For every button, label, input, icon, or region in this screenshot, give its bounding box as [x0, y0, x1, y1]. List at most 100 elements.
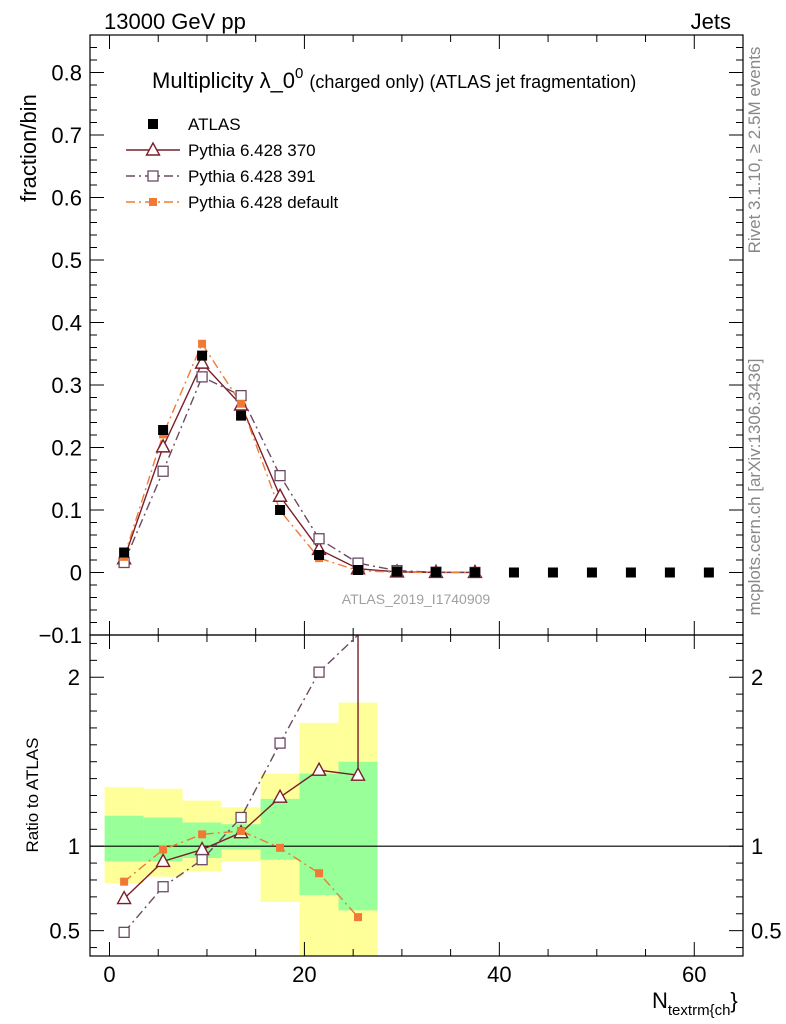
legend-marker	[147, 170, 159, 182]
main-data-point	[586, 567, 597, 578]
ratio-data-point	[198, 830, 207, 839]
ratio-data-point	[120, 877, 129, 886]
x-axis-label-subscript: textrm{ch	[668, 1002, 731, 1019]
x-tick-label: 20	[292, 962, 316, 987]
ratio-inner-band	[338, 761, 378, 911]
ratio-data-point	[235, 811, 247, 824]
ratio-data-point	[116, 890, 132, 905]
ratio-data-point	[311, 761, 327, 776]
main-data-point	[703, 567, 714, 578]
legend-entry-label: Pythia 6.428 370	[188, 141, 316, 160]
main-series-markers	[116, 339, 714, 579]
ratio-data-point	[350, 766, 366, 781]
legend-entry-label: ATLAS	[188, 115, 241, 134]
header-energy-label: 13000 GeV pp	[104, 9, 246, 34]
legend-marker	[145, 141, 161, 156]
main-title-superscript: 0	[295, 65, 303, 82]
ratio-y-tick-label: 2	[68, 665, 80, 690]
main-data-point	[508, 567, 519, 578]
ratio-data-point	[196, 854, 208, 866]
x-axis-label-main: N	[652, 988, 668, 1013]
legend-entry-label: Pythia 6.428 391	[188, 167, 316, 186]
main-y-tick-label: 0.7	[51, 123, 82, 148]
main-y-tick-label: 0.3	[51, 373, 82, 398]
main-panel-axes: −0.1 0 0.1 0.2 0.3 0.4 0.5 0.6 0.7 0.8	[39, 35, 743, 648]
ratio-panel-axes: 0.5 0.51 12 20 20 40 60	[49, 635, 782, 987]
main-data-point	[198, 339, 207, 348]
ratio-data-point	[118, 926, 130, 938]
main-data-point	[235, 389, 247, 402]
main-data-point	[469, 567, 480, 578]
main-data-point	[237, 399, 246, 408]
main-data-point	[194, 354, 210, 369]
main-y-tick-label: 0.5	[51, 248, 82, 273]
main-data-point	[430, 567, 441, 578]
main-data-point	[314, 550, 325, 560]
mcplots-reference-label: mcplots.cern.ch [arXiv:1306.3436]	[745, 358, 764, 615]
main-data-point	[272, 487, 288, 502]
main-series-line	[123, 342, 475, 574]
ratio-series-markers	[116, 666, 366, 938]
ratio-y-tick-label-right: 0.5	[751, 919, 782, 944]
main-y-tick-label: 0.8	[51, 61, 82, 86]
x-tick-label: 40	[487, 962, 511, 987]
analysis-watermark: ATLAS_2019_I1740909	[342, 591, 491, 607]
header-jets-label: Jets	[691, 9, 731, 34]
ratio-data-point	[157, 881, 169, 893]
main-series-lines	[123, 342, 475, 574]
ratio-data-point	[315, 869, 324, 878]
ratio-data-point	[272, 788, 288, 803]
main-y-tick-label: 0	[70, 561, 82, 586]
main-data-point	[547, 567, 558, 578]
main-y-tick-label: −0.1	[39, 623, 82, 648]
main-title: Multiplicity λ_00 (charged only) (ATLAS j…	[152, 65, 636, 93]
main-data-point	[664, 567, 675, 578]
main-data-point	[158, 425, 169, 435]
main-data-point	[392, 566, 403, 577]
x-tick-label: 60	[682, 962, 706, 987]
main-y-tick-label: 0.6	[51, 186, 82, 211]
ratio-inner-band	[104, 815, 144, 862]
x-axis-label: Ntextrm{ch}	[652, 988, 738, 1019]
main-data-point	[196, 371, 208, 383]
ratio-uncertainty-bands	[90, 702, 743, 956]
main-data-point	[236, 410, 247, 421]
rivet-version-label: Rivet 3.1.10, ≥ 2.5M events	[745, 47, 764, 254]
ratio-y-tick-label: 1	[68, 834, 80, 859]
legend-marker	[149, 198, 157, 206]
main-y-tick-label: 0.2	[51, 436, 82, 461]
main-title-text: Multiplicity λ_0	[152, 68, 295, 93]
main-data-point	[353, 565, 364, 575]
ratio-y-axis-label: Ratio to ATLAS	[23, 738, 42, 853]
ratio-data-point	[237, 826, 246, 835]
main-data-point	[313, 533, 325, 545]
ratio-data-point	[354, 913, 363, 922]
legend-marker	[148, 119, 158, 129]
main-y-axis-label: fraction/bin	[16, 94, 41, 202]
main-data-point	[275, 505, 286, 515]
main-data-point	[197, 350, 208, 361]
main-y-tick-label: 0.4	[51, 311, 82, 336]
main-y-tick-label: 0.1	[51, 498, 82, 523]
ratio-y-tick-label: 0.5	[49, 919, 80, 944]
ratio-y-tick-label-right: 1	[751, 834, 763, 859]
main-data-point	[119, 547, 130, 558]
x-tick-label: 0	[103, 962, 115, 987]
ratio-data-point	[274, 737, 286, 749]
ratio-data-point	[276, 843, 285, 852]
main-data-point	[157, 465, 169, 477]
main-data-point	[625, 567, 636, 578]
ratio-data-point	[155, 852, 171, 868]
main-data-point	[274, 469, 286, 482]
ratio-panel-frame	[89, 634, 744, 957]
ratio-data-point	[159, 845, 168, 854]
main-data-point	[155, 438, 171, 453]
main-series-line	[123, 361, 475, 574]
legend: ATLAS Pythia 6.428 370 Pythia 6.428 391 Pyt…	[126, 115, 339, 212]
x-axis-label-tail: }	[730, 988, 737, 1013]
ratio-data-point	[313, 666, 325, 678]
main-title-tail: (charged only) (ATLAS jet fragmentation)	[309, 72, 636, 92]
legend-entry-label: Pythia 6.428 default	[188, 193, 339, 212]
ratio-y-tick-label-right: 2	[751, 665, 763, 690]
